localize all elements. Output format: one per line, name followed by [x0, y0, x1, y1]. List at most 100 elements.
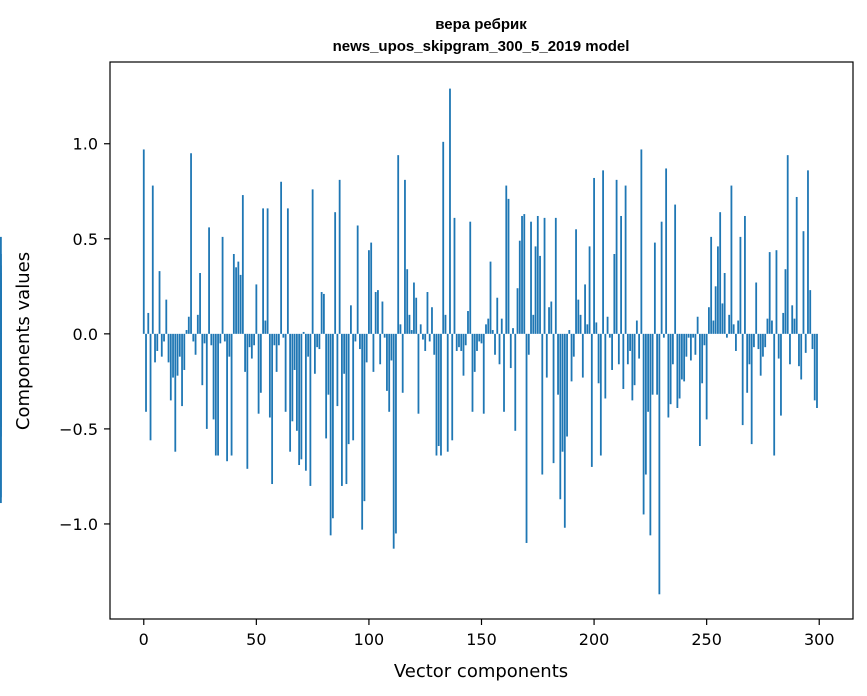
- bar: [798, 333, 800, 367]
- bar: [786, 155, 789, 334]
- bar: [489, 261, 492, 334]
- y-tick-label: 1.0: [73, 135, 98, 154]
- bar: [482, 333, 485, 414]
- x-tick-label: 50: [246, 630, 266, 649]
- bar: [455, 333, 458, 351]
- bar: [473, 333, 476, 372]
- bar: [671, 333, 674, 365]
- bar: [336, 333, 339, 407]
- bar: [586, 324, 589, 334]
- bar: [789, 333, 791, 365]
- bar: [559, 333, 562, 500]
- bar: [512, 328, 514, 334]
- bar: [602, 170, 604, 334]
- bar: [624, 185, 627, 334]
- bar: [446, 333, 449, 452]
- bar: [363, 333, 366, 502]
- bar: [178, 333, 181, 357]
- bar: [550, 301, 553, 334]
- bar: [593, 177, 595, 334]
- bar: [345, 333, 348, 485]
- bar: [248, 333, 251, 348]
- bar: [160, 333, 163, 357]
- bar: [163, 333, 165, 342]
- bar: [640, 149, 643, 334]
- bar: [289, 333, 292, 452]
- bar: [253, 333, 255, 346]
- bar: [255, 284, 258, 334]
- bar: [816, 333, 818, 408]
- bar: [442, 141, 445, 334]
- bar: [311, 189, 314, 334]
- bar: [647, 333, 650, 412]
- bar: [485, 324, 487, 334]
- y-tick-label: 0.0: [73, 325, 98, 344]
- bar: [588, 246, 591, 334]
- bar: [298, 333, 301, 466]
- bar: [449, 88, 451, 334]
- bar: [514, 333, 517, 431]
- bar: [203, 333, 206, 344]
- bar: [811, 333, 814, 350]
- bar: [683, 333, 686, 382]
- bar: [642, 333, 645, 515]
- bar: [777, 333, 780, 359]
- bar: [187, 316, 190, 334]
- bar: [764, 333, 767, 348]
- bar: [410, 330, 413, 334]
- bar: [196, 314, 199, 334]
- bar: [217, 333, 219, 456]
- bar: [793, 318, 796, 334]
- bar: [762, 333, 764, 357]
- bar: [377, 290, 379, 334]
- bar: [530, 221, 532, 334]
- bar: [338, 179, 341, 334]
- bar: [638, 333, 641, 359]
- bar: [275, 333, 278, 372]
- bar: [212, 333, 215, 420]
- bar: [759, 333, 762, 376]
- bar: [264, 320, 267, 334]
- bar: [413, 282, 415, 334]
- bar: [284, 333, 287, 412]
- bar: [757, 333, 760, 350]
- bar: [334, 212, 337, 334]
- bar: [266, 208, 269, 334]
- bar: [354, 333, 357, 342]
- bar: [417, 333, 420, 414]
- bar: [356, 225, 359, 334]
- bar: [699, 333, 701, 447]
- bar: [174, 333, 177, 452]
- bar: [426, 292, 429, 334]
- bar: [359, 333, 361, 350]
- y-tick-label: 0.5: [73, 230, 98, 249]
- bar: [437, 333, 440, 447]
- bar: [232, 254, 235, 334]
- bar: [498, 333, 501, 365]
- bar: [552, 333, 555, 464]
- bar: [142, 149, 145, 334]
- bar: [422, 333, 424, 340]
- bar: [633, 333, 636, 386]
- bar: [771, 320, 773, 334]
- bar: [717, 246, 719, 334]
- bar: [259, 333, 262, 393]
- bar: [374, 292, 377, 334]
- bar: [599, 333, 602, 456]
- bar: [291, 333, 294, 422]
- bar: [329, 333, 332, 536]
- bar: [401, 333, 404, 393]
- bar: [518, 240, 521, 334]
- bar: [703, 333, 706, 346]
- bar: [494, 333, 496, 355]
- bar: [309, 333, 312, 486]
- bar: [527, 333, 530, 355]
- bar: [507, 198, 510, 334]
- bar: [746, 333, 749, 393]
- bar: [572, 333, 575, 357]
- bar: [631, 333, 634, 401]
- bar: [813, 333, 816, 401]
- bar: [156, 333, 159, 351]
- y-axis-ticks: 1.0 0.5 0.0 −0.5 −1.0: [59, 135, 110, 534]
- x-tick-label: 150: [466, 630, 497, 649]
